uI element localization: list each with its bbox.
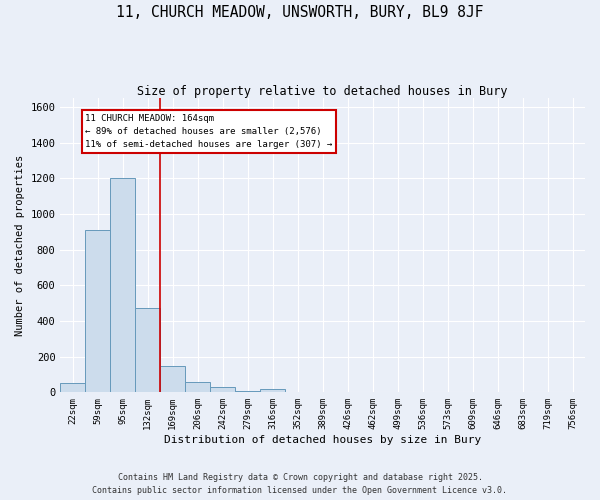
Title: Size of property relative to detached houses in Bury: Size of property relative to detached ho… [137,85,508,98]
Bar [61,382,85,392]
Bar [235,390,260,392]
Bar [85,230,110,392]
Text: 11, CHURCH MEADOW, UNSWORTH, BURY, BL9 8JF: 11, CHURCH MEADOW, UNSWORTH, BURY, BL9 8… [116,5,484,20]
X-axis label: Distribution of detached houses by size in Bury: Distribution of detached houses by size … [164,435,481,445]
Text: 11 CHURCH MEADOW: 164sqm
← 89% of detached houses are smaller (2,576)
11% of sem: 11 CHURCH MEADOW: 164sqm ← 89% of detach… [85,114,332,150]
Text: Contains HM Land Registry data © Crown copyright and database right 2025.
Contai: Contains HM Land Registry data © Crown c… [92,474,508,495]
Y-axis label: Number of detached properties: Number of detached properties [15,154,25,336]
Bar [110,178,136,392]
Bar [160,366,185,392]
Bar [260,389,285,392]
Bar [185,382,210,392]
Bar [210,388,235,392]
Bar [136,308,160,392]
